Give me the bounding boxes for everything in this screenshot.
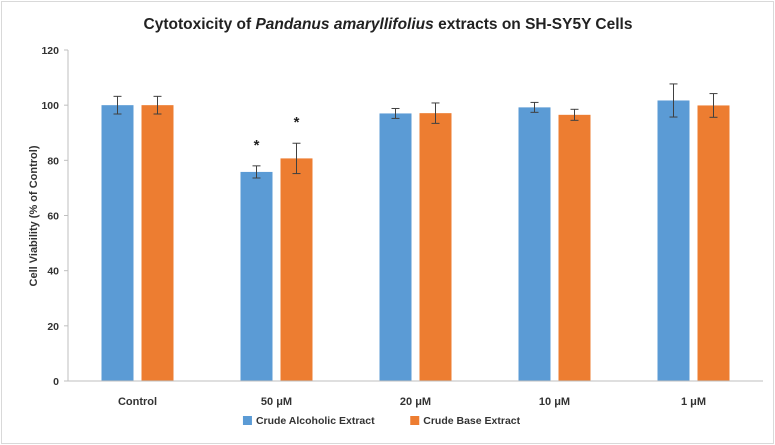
bar [141,105,174,382]
significance-star: * [254,137,260,154]
y-axis-ticks: 0 20 40 60 80 100 120 [41,45,68,388]
legend-label: Crude Alcoholic Extract [256,415,375,427]
x-category-label: 50 μM [261,396,292,408]
y-tick-label: 20 [47,321,59,333]
legend-label: Crude Base Extract [423,415,520,427]
y-tick-label: 80 [47,155,59,167]
chart-title-part-1: Cytotoxicity of [144,16,256,33]
chart-title-species: Pandanus amaryllifolius [255,16,434,33]
chart-title: Cytotoxicity of Pandanus amaryllifolius … [144,16,633,33]
x-category-label: 10 μM [539,396,570,408]
y-tick-label: 0 [53,376,59,388]
bar [697,105,730,381]
y-tick-label: 120 [41,45,59,57]
y-tick-label: 100 [41,100,59,112]
bar [419,113,452,381]
y-tick-label: 60 [47,211,59,223]
bar [240,171,273,381]
bar [657,100,690,381]
bar [101,105,134,382]
bar-series [101,100,730,382]
bar [558,114,591,381]
y-axis-label: Cell Viability (% of Control) [28,145,40,286]
x-axis-categories: Control 50 μM 20 μM 10 μM 1 μM [118,396,706,408]
x-category-label: Control [118,396,157,408]
significance-markers: ** [254,114,300,154]
x-category-label: 20 μM [400,396,431,408]
y-tick-label: 40 [47,266,59,278]
x-category-label: 1 μM [681,396,706,408]
chart-title-part-3: extracts on SH-SY5Y Cells [434,16,633,33]
legend: Crude Alcoholic Extract Crude Base Extrac… [242,415,521,427]
legend-swatch [242,416,252,425]
bar [280,158,313,381]
bar [518,107,551,381]
significance-star: * [294,114,300,131]
error-bars [113,83,718,179]
bar [379,113,412,382]
legend-swatch [410,416,420,425]
